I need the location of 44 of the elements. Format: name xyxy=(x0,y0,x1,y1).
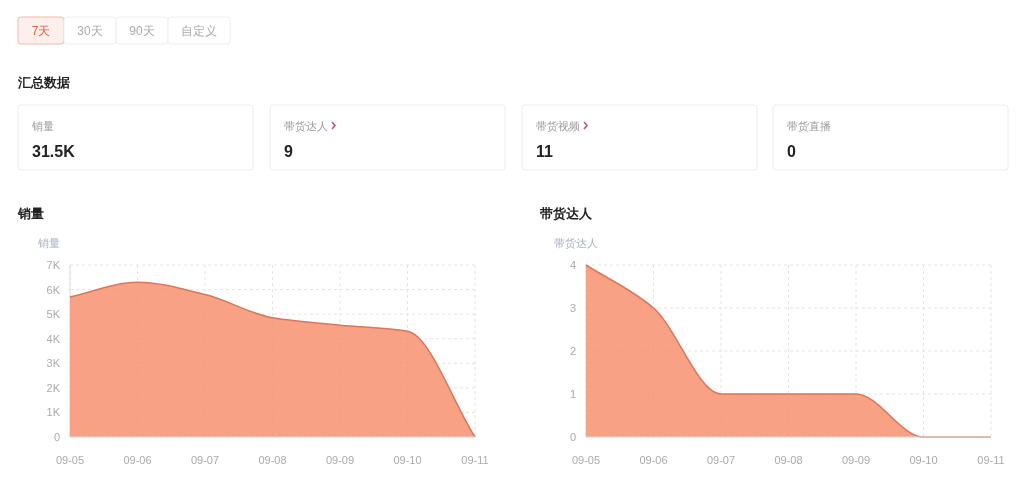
x-tick-label: 09-06 xyxy=(123,454,152,466)
y-tick-label: 0 xyxy=(53,431,60,443)
text: 11 xyxy=(536,143,554,160)
y-tick-label: 6K xyxy=(46,283,61,296)
text: 带货视频 xyxy=(536,120,580,132)
text: 带货直播 xyxy=(787,120,831,132)
text: 0 xyxy=(787,143,796,160)
y-tick-label: 5K xyxy=(46,308,61,321)
text: 自定义 xyxy=(181,24,217,38)
x-tick-label: 09-05 xyxy=(571,454,601,466)
x-tick-label: 09-11 xyxy=(977,454,1005,466)
x-tick-label: 09-07 xyxy=(190,454,220,466)
chart-title: 带货达人 xyxy=(540,206,593,221)
y-tick-label: 1 xyxy=(569,388,576,400)
y-tick-label: 2K xyxy=(46,381,61,394)
x-tick-label: 09-11 xyxy=(461,454,489,466)
x-tick-label: 09-07 xyxy=(706,454,736,466)
text: 30天 xyxy=(77,24,103,38)
x-tick-label: 09-08 xyxy=(774,454,803,466)
text: 31.5K xyxy=(32,143,76,160)
y-tick-label: 3K xyxy=(46,357,61,370)
x-tick-label: 09-09 xyxy=(841,454,871,466)
y-tick-label: 1K xyxy=(46,406,61,419)
chart-title: 销量 xyxy=(17,206,44,221)
y-axis-title: 带货达人 xyxy=(554,237,598,249)
text: 7天 xyxy=(31,24,51,38)
y-tick-label: 4 xyxy=(569,259,576,271)
x-tick-label: 09-10 xyxy=(393,454,422,466)
y-tick-label: 2 xyxy=(569,345,576,357)
text: 9 xyxy=(284,143,293,160)
x-tick-label: 09-09 xyxy=(325,454,355,466)
text: 90天 xyxy=(129,24,155,38)
text: 带货达人 xyxy=(284,120,328,132)
y-tick-label: 0 xyxy=(569,431,576,443)
y-tick-label: 7K xyxy=(46,259,61,271)
y-axis-title: 销量 xyxy=(37,237,60,249)
x-tick-label: 09-08 xyxy=(258,454,287,466)
text: 销量 xyxy=(31,120,54,132)
y-tick-label: 3 xyxy=(569,302,576,314)
x-tick-label: 09-06 xyxy=(639,454,668,466)
x-tick-label: 09-10 xyxy=(909,454,938,466)
text: 汇总数据 xyxy=(17,75,70,90)
x-tick-label: 09-05 xyxy=(55,454,85,466)
y-tick-label: 4K xyxy=(46,332,61,345)
